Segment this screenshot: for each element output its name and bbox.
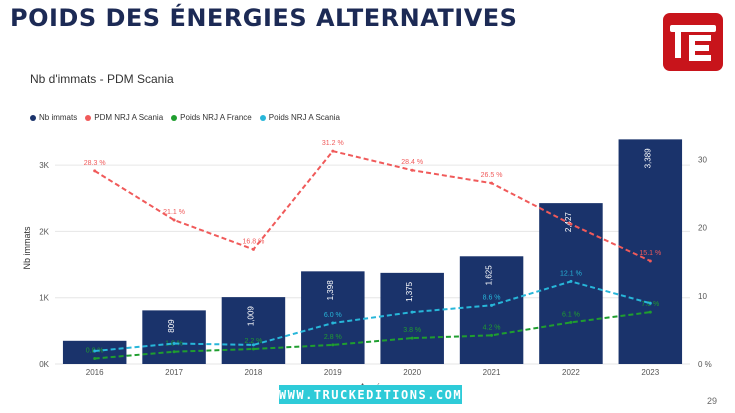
- bar-value-label: 1,398: [326, 280, 335, 301]
- watermark-banner: WWW.TRUCKEDITIONS.COM: [279, 385, 462, 404]
- y-axis-label: Nb immats: [22, 226, 32, 270]
- series-point: [490, 181, 494, 185]
- x-tick-label: 2016: [86, 368, 104, 377]
- point-value-label: 6.1 %: [562, 311, 580, 318]
- legend-label: Poids NRJ A Scania: [268, 113, 340, 122]
- x-tick-label: 2023: [641, 368, 659, 377]
- legend-dot-icon: [171, 114, 178, 121]
- bar-value-label: 1,625: [485, 265, 494, 286]
- point-value-label: 31.2 %: [322, 140, 344, 147]
- point-value-label: 2.8 %: [324, 334, 342, 341]
- series-line: [94, 149, 651, 262]
- point-value-label: 15.1 %: [639, 250, 661, 257]
- series-line: [94, 280, 651, 353]
- series-point: [410, 336, 414, 340]
- truckeditions-logo-icon: [663, 13, 723, 71]
- series-point: [172, 350, 176, 354]
- chart-title: Nb d'immats - PDM Scania: [30, 72, 174, 86]
- y2-tick-label: 10: [698, 292, 707, 301]
- bar-value-label: 3,389: [643, 148, 652, 169]
- bar-value-label: 809: [167, 319, 176, 333]
- series-point: [569, 320, 573, 324]
- y2-tick-label: 20: [698, 224, 707, 233]
- series-point: [569, 279, 573, 283]
- series-point: [172, 218, 176, 222]
- page-number: 29: [707, 396, 718, 406]
- series-point: [648, 259, 652, 263]
- legend-label: PDM NRJ A Scania: [94, 113, 164, 122]
- legend-label: Poids NRJ A France: [180, 113, 252, 122]
- series-point: [251, 247, 255, 251]
- series-point: [93, 357, 97, 361]
- bar: [380, 272, 444, 364]
- series-point: [172, 342, 176, 346]
- x-tick-label: 2019: [324, 368, 342, 377]
- x-tick-label: 2017: [165, 368, 183, 377]
- bar-value-label: 1,375: [405, 281, 414, 302]
- point-value-label: 21.1 %: [163, 209, 185, 216]
- point-value-label: 28.3 %: [84, 160, 106, 167]
- series-point: [490, 303, 494, 307]
- series-point: [251, 343, 255, 347]
- bar: [221, 297, 286, 364]
- point-value-label: 2.2 %: [244, 338, 262, 345]
- legend-item-pdm-scania[interactable]: PDM NRJ A Scania: [85, 113, 163, 122]
- bar: [459, 256, 524, 364]
- legend: Nb immats PDM NRJ A Scania Poids NRJ A F…: [30, 113, 340, 122]
- series-point: [331, 321, 335, 325]
- y-tick-label: 0K: [39, 360, 49, 369]
- y-tick-label: 3K: [39, 161, 49, 170]
- legend-item-poids-france[interactable]: Poids NRJ A France: [171, 113, 252, 122]
- series-point: [331, 149, 335, 153]
- point-value-label: 8.6 %: [483, 294, 501, 301]
- legend-dot-icon: [259, 114, 266, 121]
- legend-label: Nb immats: [39, 113, 78, 122]
- series-point: [93, 169, 97, 173]
- point-value-label: 4.2 %: [483, 324, 501, 331]
- series-point: [251, 347, 255, 351]
- point-value-label: 3.8 %: [403, 327, 421, 334]
- series-point: [410, 168, 414, 172]
- bar: [539, 203, 603, 364]
- page-title: POIDS DES ÉNERGIES ALTERNATIVES: [10, 4, 518, 32]
- series-point: [93, 349, 97, 353]
- series-point: [569, 222, 573, 226]
- legend-item-nb-immats[interactable]: Nb immats: [30, 113, 77, 122]
- x-tick-label: 2022: [562, 368, 580, 377]
- x-tick-label: 2020: [403, 368, 421, 377]
- point-value-label: 26.5 %: [481, 172, 503, 179]
- point-value-label: 12.1 %: [560, 270, 582, 277]
- legend-dot-icon: [30, 114, 36, 121]
- logo-mark-icon: [670, 25, 716, 61]
- bar: [301, 271, 365, 364]
- series-point: [648, 301, 652, 305]
- bar: [142, 310, 206, 364]
- y-tick-label: 1K: [39, 294, 49, 303]
- legend-dot-icon: [85, 114, 92, 121]
- x-tick-label: 2018: [245, 368, 263, 377]
- series-point: [331, 343, 335, 347]
- point-value-label: 16.8 %: [243, 238, 265, 245]
- y-tick-label: 2K: [39, 227, 49, 236]
- x-tick-label: 2021: [483, 368, 501, 377]
- legend-item-poids-scania[interactable]: Poids NRJ A Scania: [259, 113, 340, 122]
- series-point: [410, 310, 414, 314]
- series-point: [490, 333, 494, 337]
- point-value-label: 28.4 %: [401, 159, 423, 166]
- bar-value-label: 1,009: [246, 306, 255, 327]
- series-line: [94, 311, 651, 360]
- y2-tick-label: 30: [698, 155, 707, 164]
- point-value-label: 6.0 %: [324, 312, 342, 319]
- y2-tick-label: 0 %: [698, 360, 712, 369]
- series-point: [648, 310, 652, 314]
